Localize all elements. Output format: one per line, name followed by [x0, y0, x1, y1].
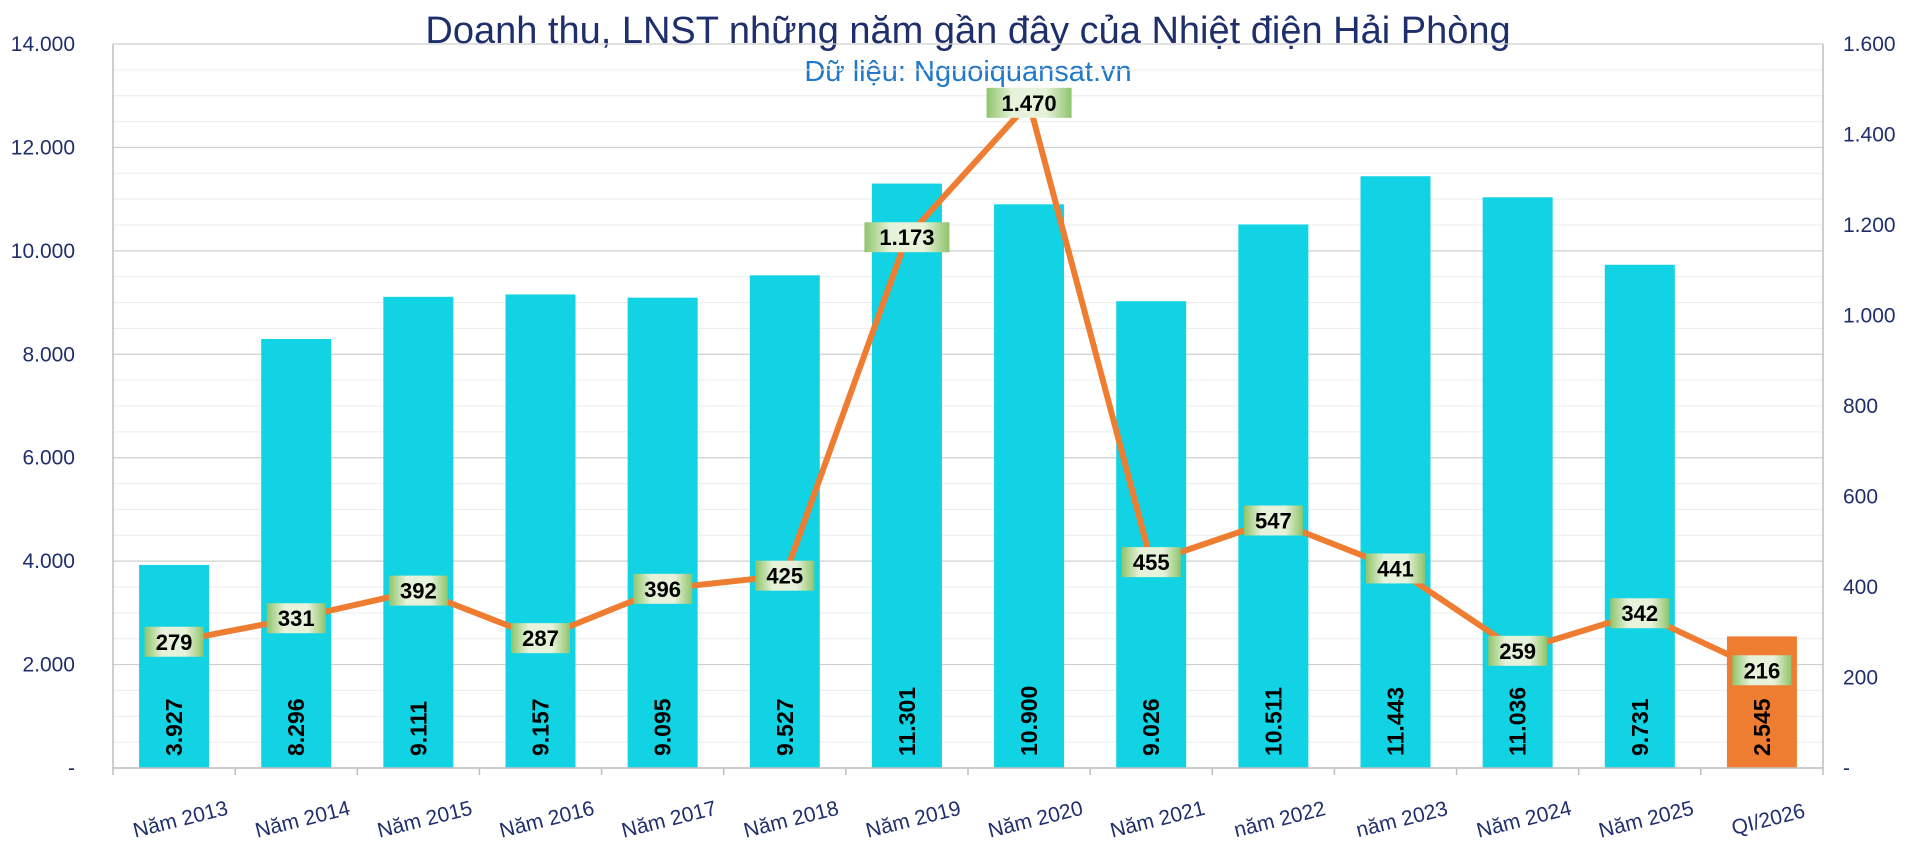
- category-label: Năm 2025: [1596, 797, 1696, 843]
- line-value-label-box: [633, 573, 693, 604]
- line-value-label: 425: [766, 564, 803, 589]
- y-left-tick-label: 4.000: [22, 550, 75, 573]
- revenue-bar: [261, 338, 332, 768]
- bar-value-label: 9.527: [772, 698, 798, 756]
- y-right-tick-label: 1.200: [1843, 214, 1896, 237]
- category-label: Năm 2019: [864, 797, 964, 843]
- category-label: QI/2026: [1729, 799, 1807, 839]
- y-right-tick-label: 800: [1843, 395, 1878, 418]
- chart-subtitle: Dữ liệu: Nguoiquansat.vn: [804, 56, 1131, 88]
- revenue-bar: [1360, 176, 1431, 769]
- y-left-tick-label: 12.000: [11, 136, 75, 159]
- category-label: Năm 2024: [1474, 797, 1574, 843]
- bar-value-label: 9.095: [650, 698, 676, 756]
- y-right-tick-label: 200: [1843, 667, 1878, 690]
- line-value-label-box: [266, 603, 326, 634]
- y-left-tick-label: 8.000: [22, 343, 75, 366]
- line-value-label-box: [1366, 553, 1425, 584]
- line-value-label: 547: [1255, 508, 1292, 533]
- y-left-tick-label: 14.000: [11, 33, 75, 56]
- line-value-label: 392: [400, 579, 437, 604]
- category-label: Năm 2014: [253, 797, 353, 843]
- category-label: Năm 2018: [741, 797, 841, 843]
- bar-value-label: 11.301: [894, 687, 920, 756]
- revenue-bar: [1482, 197, 1553, 769]
- revenue-bar: [1116, 301, 1187, 768]
- revenue-bar: [1604, 264, 1675, 768]
- revenue-bar: [505, 294, 576, 768]
- line-value-label-box: [1121, 547, 1181, 578]
- bar-value-label: 9.026: [1138, 698, 1164, 756]
- category-label: Năm 2016: [497, 797, 597, 843]
- line-value-label: 441: [1377, 556, 1414, 581]
- category-label: năm 2023: [1354, 797, 1450, 842]
- bar-value-label: 10.511: [1260, 687, 1286, 756]
- y-right-tick-label: 400: [1843, 576, 1878, 599]
- y-right-tick-label: 1.600: [1843, 33, 1896, 56]
- bar-value-label: 9.111: [405, 701, 431, 756]
- line-value-label-box: [1243, 505, 1303, 536]
- line-value-label-box: [1732, 655, 1792, 686]
- y-right-tick-label: 1.000: [1843, 305, 1896, 328]
- line-value-label-box: [1610, 598, 1670, 629]
- data-labels: 3.927 8.296 9.111 9.157 9.095 9.527 11.301 10.9…: [144, 87, 1792, 756]
- bar-value-label: 2.545: [1749, 698, 1775, 756]
- line-value-label: 216: [1744, 658, 1781, 683]
- line-value-label-box: [388, 575, 448, 606]
- category-label: Năm 2013: [131, 797, 231, 843]
- y-right-tick-label: -: [1843, 757, 1850, 780]
- line-value-label-box: [1488, 635, 1548, 666]
- revenue-bar: [139, 564, 210, 768]
- line-value-label-box: [144, 626, 204, 657]
- category-label: Năm 2020: [986, 797, 1086, 843]
- bar-value-label: 10.900: [1016, 686, 1042, 756]
- chart-title: Doanh thu, LNST những năm gần đây của Nh…: [425, 10, 1510, 52]
- line-value-label: 259: [1499, 639, 1536, 664]
- revenue-bar: [749, 275, 820, 768]
- bar-value-label: 3.927: [161, 698, 187, 756]
- line-value-label-box: [986, 87, 1072, 118]
- line-value-label-box: [864, 222, 950, 253]
- y-left-tick-label: 10.000: [11, 240, 75, 263]
- bar-value-label: 11.443: [1383, 687, 1409, 756]
- bar-value-label: 9.731: [1627, 698, 1653, 756]
- y-right-tick-label: 1.400: [1843, 124, 1896, 147]
- bar-value-label: 8.296: [283, 698, 309, 756]
- revenue-bar: [1238, 224, 1309, 768]
- revenue-bar: [994, 204, 1065, 769]
- line-value-label: 287: [522, 626, 559, 651]
- line-value-label-box: [511, 623, 570, 654]
- line-value-label: 331: [278, 606, 315, 631]
- line-value-label: 396: [644, 577, 681, 602]
- revenue-bar: [383, 296, 454, 768]
- bar-value-label: 9.157: [528, 698, 554, 756]
- line-value-label: 279: [156, 630, 193, 655]
- revenue-bar: [627, 297, 698, 768]
- bar-value-label: 11.036: [1505, 687, 1531, 756]
- revenue-bars: [139, 176, 1797, 769]
- category-label: Năm 2021: [1108, 797, 1208, 843]
- revenue-bar: [871, 183, 942, 769]
- line-value-label: 1.470: [1002, 91, 1057, 116]
- line-value-label: 455: [1133, 550, 1170, 575]
- y-left-tick-label: 2.000: [22, 654, 75, 677]
- category-label: Năm 2015: [375, 797, 475, 843]
- y-left-tick-label: 6.000: [22, 447, 75, 470]
- line-value-label: 342: [1621, 601, 1658, 626]
- category-label: Năm 2017: [619, 797, 719, 843]
- line-value-label: 1.173: [879, 225, 934, 250]
- gridlines: [113, 43, 1823, 769]
- y-left-tick-label: -: [68, 757, 75, 780]
- category-label: năm 2022: [1232, 797, 1328, 842]
- y-right-tick-label: 600: [1843, 486, 1878, 509]
- line-value-label-box: [755, 560, 815, 591]
